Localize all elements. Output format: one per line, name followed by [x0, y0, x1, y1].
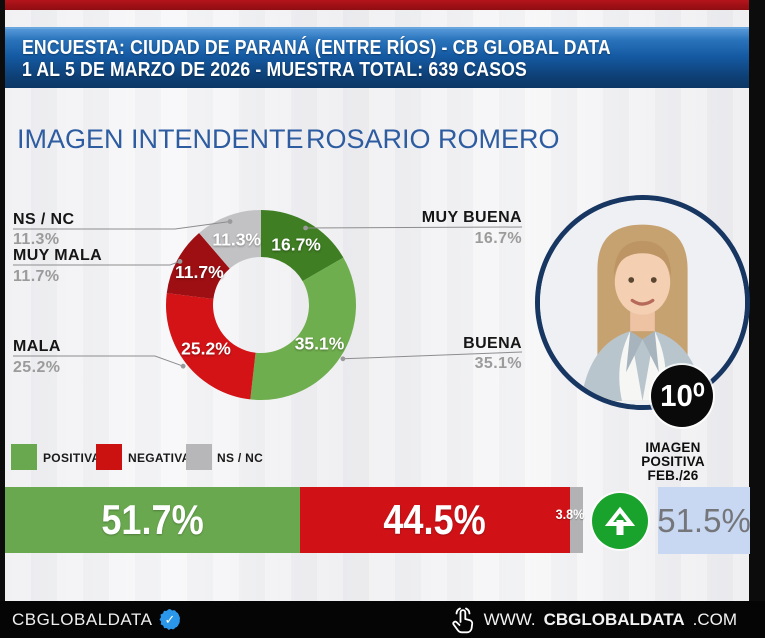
bar-positiva-pct: 51.7%	[101, 496, 204, 543]
bar-segment-positiva: 51.7%	[5, 487, 300, 553]
svg-text:25.2%: 25.2%	[181, 338, 231, 358]
section-title: IMAGEN INTENDENTE	[17, 124, 304, 154]
callout-ns-nc-label: NS / NC	[13, 211, 75, 228]
callout-mala-pct: 25.2%	[13, 359, 61, 376]
callout-muy-mala-label: MUY MALA	[13, 247, 103, 264]
svg-text:35.1%: 35.1%	[295, 333, 345, 353]
banner-line-1: ENCUESTA: CIUDAD DE PARANÁ (ENTRE RÍOS) …	[22, 35, 611, 59]
bar-ns-nc-pct: 3.8%	[555, 506, 585, 522]
verified-badge-icon: ✓	[159, 609, 181, 630]
callout-mala-label: MALA	[13, 338, 61, 355]
arrow-up-icon	[604, 506, 636, 535]
previous-value: 51.5%	[657, 501, 751, 539]
callout-muy-mala-pct: 11.7%	[13, 268, 60, 285]
bar-negativa-pct: 44.5%	[383, 496, 487, 543]
previous-image-label: IMAGEN POSITIVA FEB./26	[641, 440, 705, 483]
bar-segment-ns-nc	[570, 487, 583, 553]
top-red-bar	[5, 0, 749, 10]
legend-label-positiva: POSITIVA	[43, 451, 101, 465]
subject-name: ROSARIO ROMERO	[306, 124, 560, 154]
rank-badge: 10⁰	[651, 365, 713, 427]
url-domain: CBGLOBALDATA	[543, 609, 685, 629]
candidate-photo	[535, 195, 750, 410]
url-suffix: .COM	[692, 609, 737, 629]
bar-segment-negativa: 44.5%	[299, 487, 571, 553]
previous-value-box: 51.5%	[657, 487, 751, 554]
svg-text:11.3%: 11.3%	[212, 229, 261, 249]
callout-muy-buena-label: MUY BUENA	[421, 209, 522, 226]
legend-swatch-ns-nc	[186, 444, 212, 470]
hand-click-icon	[452, 607, 473, 633]
callout-buena-pct: 35.1%	[474, 355, 522, 372]
person-avatar-icon	[540, 200, 745, 405]
trend-up-indicator	[592, 493, 648, 549]
summary-stacked-bar: 51.7% 44.5%	[5, 487, 583, 553]
banner-line-2: 1 AL 5 DE MARZO DE 2026 - MUESTRA TOTAL:…	[22, 57, 527, 81]
legend-label-ns-nc: NS / NC	[217, 451, 264, 465]
legend-label-negativa: NEGATIVA	[128, 451, 191, 465]
callout-buena-label: BUENA	[463, 335, 522, 352]
svg-text:16.7%: 16.7%	[271, 234, 321, 254]
callout-muy-buena-pct: 16.7%	[474, 230, 522, 247]
survey-banner: ENCUESTA: CIUDAD DE PARANÁ (ENTRE RÍOS) …	[5, 27, 749, 88]
website-url[interactable]: WWW. CBGLOBALDATA .COM	[450, 605, 737, 635]
legend-swatch-positiva	[11, 444, 37, 470]
callout-ns-nc-pct: 11.3%	[13, 231, 60, 248]
url-prefix: WWW.	[483, 609, 536, 629]
brand-name: CBGLOBALDATA	[12, 609, 153, 629]
svg-text:11.7%: 11.7%	[175, 262, 224, 282]
content-panel: ENCUESTA: CIUDAD DE PARANÁ (ENTRE RÍOS) …	[5, 0, 751, 602]
legend-swatch-negativa	[96, 444, 122, 470]
footer-bar: CBGLOBALDATA ✓ WWW. CBGLOBALDATA .COM	[0, 601, 765, 638]
